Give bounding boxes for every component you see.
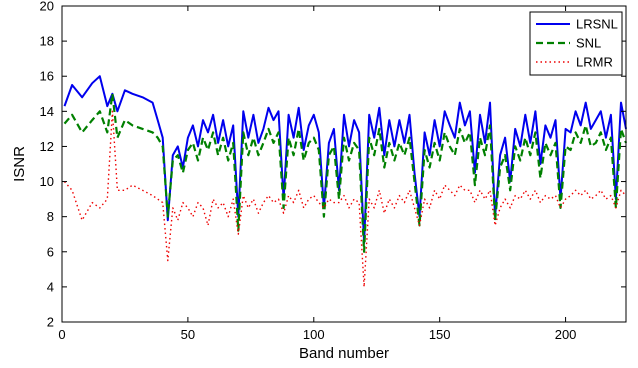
x-axis-label: Band number — [299, 345, 389, 362]
y-tick-label: 10 — [40, 174, 54, 189]
x-tick-label: 200 — [555, 327, 577, 342]
y-tick-label: 6 — [47, 244, 54, 259]
y-tick-label: 4 — [47, 279, 54, 294]
y-tick-label: 8 — [47, 209, 54, 224]
legend-box — [529, 11, 623, 76]
series-line-lrmr — [63, 110, 627, 288]
legend-label-lrmr: LRMR — [576, 55, 613, 70]
x-tick-label: 100 — [303, 327, 325, 342]
y-tick-label: 12 — [40, 139, 54, 154]
series-line-snl — [63, 92, 628, 253]
legend: LRSNL SNL LRMR — [529, 11, 623, 76]
y-tick-label: 14 — [40, 104, 54, 119]
y-axis-label: ISNR — [11, 146, 28, 182]
x-tick-label: 0 — [58, 327, 65, 342]
y-tick-label: 20 — [40, 0, 54, 14]
x-tick-label: 50 — [181, 327, 195, 342]
y-tick-label: 16 — [40, 69, 54, 84]
ticks-layer: 0 50 100 150 200 2 4 6 8 10 12 14 16 18 20 — [40, 0, 626, 342]
x-tick-label: 150 — [429, 327, 451, 342]
plot-frame — [61, 5, 627, 323]
series-layer — [63, 75, 628, 288]
y-tick-label: 2 — [47, 315, 54, 330]
y-tick-label: 18 — [40, 34, 54, 49]
legend-label-lrsnl: LRSNL — [576, 17, 618, 32]
legend-label-snl: SNL — [576, 36, 601, 51]
